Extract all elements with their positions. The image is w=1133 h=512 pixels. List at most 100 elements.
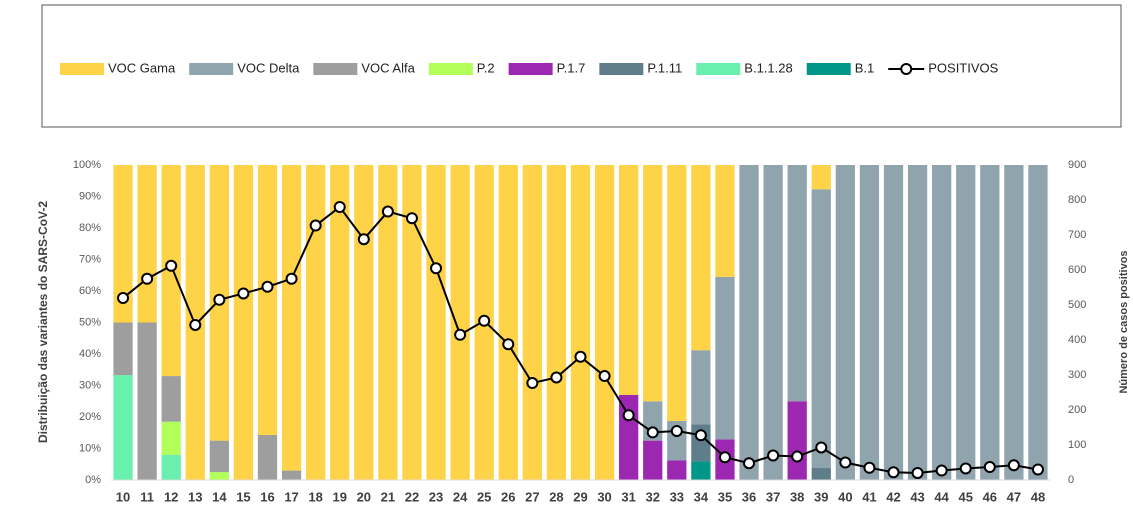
- bar-segment: [546, 165, 567, 480]
- bar-segment: [378, 165, 398, 480]
- x-tick-label: 47: [1007, 489, 1021, 504]
- line-marker: [117, 292, 130, 304]
- x-tick-label: 20: [357, 489, 371, 504]
- bar-segment: [667, 460, 687, 480]
- bar-segment: [715, 165, 735, 277]
- line-marker: [430, 262, 443, 275]
- bar-segment: [859, 165, 880, 480]
- y-tick-label: 10%: [79, 442, 101, 454]
- bar-segment: [835, 165, 855, 480]
- x-tick-label: 22: [405, 489, 419, 504]
- line-marker: [983, 461, 996, 474]
- x-tick-label: 29: [573, 489, 587, 504]
- y2-tick-label: 900: [1068, 159, 1086, 171]
- y2-tick-label: 500: [1068, 299, 1086, 311]
- line-marker: [502, 338, 515, 351]
- line-marker: [574, 350, 587, 363]
- line-marker: [261, 280, 274, 293]
- y2-axis-label: Número de casos positivos: [1118, 250, 1130, 393]
- line-marker: [935, 464, 948, 477]
- y-tick-label: 60%: [79, 285, 101, 297]
- bar-segment: [1028, 165, 1048, 480]
- bar-segment: [715, 276, 735, 440]
- bar-segment: [281, 165, 302, 471]
- y2-tick-label: 800: [1068, 194, 1086, 206]
- line-marker: [670, 425, 683, 437]
- bar-segment: [907, 165, 928, 480]
- line-marker: [694, 429, 707, 442]
- line-marker: [815, 441, 828, 454]
- x-tick-label: 11: [140, 489, 154, 504]
- x-tick-label: 37: [766, 489, 780, 504]
- x-tick-label: 16: [260, 489, 274, 504]
- line-marker: [454, 328, 467, 341]
- bar-segment: [787, 165, 807, 402]
- bar-segment: [233, 165, 254, 480]
- y2-tick-label: 100: [1068, 439, 1086, 451]
- legend-swatch: [508, 63, 553, 75]
- y-tick-label: 50%: [79, 316, 101, 328]
- x-tick-label: 23: [429, 489, 443, 504]
- bar-segment: [426, 165, 446, 480]
- y2-tick-label: 300: [1068, 369, 1086, 381]
- bar-segment: [594, 165, 615, 480]
- line-marker: [405, 212, 418, 225]
- legend-label: B.1.1.28: [744, 60, 792, 75]
- legend-swatch: [428, 63, 473, 75]
- x-tick-label: 39: [814, 489, 828, 504]
- line-marker: [646, 426, 659, 439]
- x-tick-label: 40: [838, 489, 852, 504]
- line-marker: [911, 467, 924, 479]
- x-tick-label: 31: [621, 489, 635, 504]
- bar-segment: [811, 165, 831, 190]
- x-tick-label: 27: [525, 489, 539, 504]
- bar-segment: [137, 165, 157, 323]
- bar-segment: [330, 165, 350, 480]
- y-tick-label: 20%: [79, 411, 101, 423]
- x-tick-label: 10: [116, 489, 130, 504]
- line-marker: [959, 462, 972, 475]
- bar-segment: [691, 461, 711, 480]
- bar-segment: [619, 165, 639, 395]
- x-tick-label: 36: [742, 489, 756, 504]
- x-tick-label: 26: [501, 489, 515, 504]
- line-marker: [478, 314, 491, 327]
- x-tick-label: 32: [645, 489, 659, 504]
- x-tick-label: 44: [934, 489, 949, 504]
- bar-segment: [787, 401, 807, 480]
- bar-segment: [113, 165, 133, 323]
- y-axis-label: Distribuição das variantes do SARS-CoV-2: [36, 201, 50, 443]
- x-tick-label: 41: [862, 489, 876, 504]
- y-tick-label: 80%: [79, 222, 101, 234]
- line-marker: [381, 205, 394, 218]
- bar-segment: [113, 322, 133, 376]
- x-tick-label: 12: [164, 489, 178, 504]
- bar-segment: [257, 165, 278, 435]
- y-tick-label: 90%: [79, 190, 101, 202]
- bar-segment: [137, 322, 157, 480]
- bar-segment: [161, 376, 181, 422]
- y-tick-label: 40%: [79, 348, 101, 360]
- bar-segment: [113, 375, 133, 480]
- bar-segment: [980, 165, 1000, 480]
- bar-segment: [811, 189, 831, 469]
- legend-swatch: [313, 63, 358, 75]
- line-marker: [863, 461, 876, 474]
- bar-segment: [161, 421, 181, 455]
- bar-segment: [281, 470, 302, 480]
- bar-segment: [354, 165, 374, 480]
- x-tick-label: 24: [453, 489, 468, 504]
- x-tick-label: 28: [549, 489, 563, 504]
- bar-segment: [161, 454, 181, 480]
- line-marker: [718, 451, 731, 464]
- legend-label: VOC Delta: [237, 60, 300, 75]
- bar-segment: [691, 165, 711, 351]
- x-tick-label: 15: [236, 489, 250, 504]
- bar-segment: [570, 165, 591, 480]
- line-marker: [165, 259, 178, 272]
- bar-segment: [643, 165, 663, 402]
- y2-tick-label: 600: [1068, 264, 1086, 276]
- y-tick-label: 70%: [79, 253, 101, 265]
- x-tick-label: 42: [886, 489, 900, 504]
